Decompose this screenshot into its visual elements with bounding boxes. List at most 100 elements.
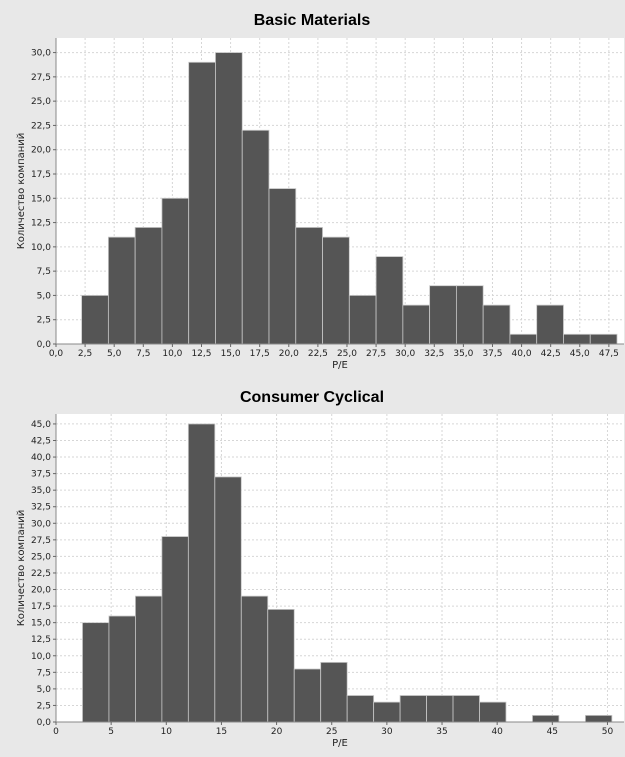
y-tick-label: 17,5 xyxy=(31,602,51,612)
y-tick-label: 27,5 xyxy=(31,73,51,83)
y-tick-label: 30,0 xyxy=(31,49,51,59)
histogram-bar xyxy=(241,129,270,345)
histogram-bar xyxy=(509,333,538,345)
y-tick-label: 15,0 xyxy=(31,194,51,204)
x-tick-label: 42,5 xyxy=(541,349,561,359)
y-tick-label: 2,5 xyxy=(37,316,51,326)
y-tick-label: 12,5 xyxy=(31,219,51,229)
y-tick-label: 20,0 xyxy=(31,146,51,156)
x-axis-label: P/E xyxy=(332,738,348,749)
histogram-bar xyxy=(215,52,243,345)
x-tick-label: 12,5 xyxy=(191,349,211,359)
histogram-bar xyxy=(268,188,297,345)
y-tick-label: 15,0 xyxy=(31,619,51,629)
y-tick-label: 32,5 xyxy=(31,503,51,513)
chart-title: Consumer Cyclical xyxy=(240,389,384,406)
bars xyxy=(82,423,613,723)
x-tick-label: 40 xyxy=(491,727,503,737)
x-tick-label: 50 xyxy=(602,727,614,737)
histogram-bar xyxy=(81,295,109,345)
x-tick-label: 0 xyxy=(53,727,59,737)
y-tick-label: 35,0 xyxy=(31,486,51,496)
histogram-bar xyxy=(135,595,163,723)
y-tick-label: 22,5 xyxy=(31,121,51,131)
chart-title: Basic Materials xyxy=(254,12,371,29)
y-tick-label: 17,5 xyxy=(31,170,51,180)
x-tick-label: 0,0 xyxy=(49,349,64,359)
x-tick-label: 2,5 xyxy=(78,349,92,359)
x-tick-label: 30,0 xyxy=(395,349,415,359)
x-tick-label: 15 xyxy=(216,727,227,737)
histogram-bar xyxy=(399,695,427,723)
x-tick-label: 20,0 xyxy=(279,349,299,359)
y-tick-label: 7,5 xyxy=(37,267,51,277)
histogram-bar xyxy=(482,304,511,345)
y-tick-label: 25,0 xyxy=(31,552,51,562)
y-tick-label: 0,0 xyxy=(37,718,52,728)
histogram-bar xyxy=(429,285,457,345)
y-axis-label: Количество компаний xyxy=(16,510,27,627)
x-tick-label: 45 xyxy=(547,727,558,737)
histogram-bar xyxy=(214,476,242,723)
axes: 0,0 2,5 5,0 7,5 10,0 12,5 15,0 17,5 20,0 22,5 25,0… xyxy=(31,38,624,359)
y-tick-label: 42,5 xyxy=(31,436,51,446)
histogram-bar xyxy=(267,608,295,723)
x-tick-label: 30 xyxy=(381,727,393,737)
x-tick-label: 10 xyxy=(161,727,173,737)
y-tick-label: 45,0 xyxy=(31,420,51,430)
y-tick-label: 10,0 xyxy=(31,243,51,253)
x-tick-label: 37,5 xyxy=(482,349,502,359)
x-tick-label: 25 xyxy=(326,727,337,737)
histogram-bar xyxy=(373,701,401,723)
histogram-bar xyxy=(455,285,484,345)
histogram-bar xyxy=(452,695,480,723)
chart-panel-consumer-cyclical: Consumer Cyclical 0,0 2,5 5,0 7,5 10,0 12,5 15… xyxy=(16,389,624,749)
y-tick-label: 25,0 xyxy=(31,97,51,107)
x-tick-label: 15,0 xyxy=(221,349,241,359)
x-tick-label: 47,5 xyxy=(599,349,619,359)
histogram-bar xyxy=(348,295,377,345)
histogram-bar xyxy=(295,227,323,345)
y-axis-label: Количество компаний xyxy=(16,133,27,250)
histogram-bar xyxy=(107,236,136,345)
histogram-bar xyxy=(293,668,322,723)
histogram-bar xyxy=(161,536,189,723)
y-tick-label: 10,0 xyxy=(31,652,51,662)
y-tick-label: 27,5 xyxy=(31,536,51,546)
y-tick-label: 40,0 xyxy=(31,453,51,463)
grid-lines xyxy=(55,414,624,723)
histogram-bar xyxy=(589,333,618,345)
x-tick-label: 27,5 xyxy=(366,349,386,359)
chart-panel-basic-materials: Basic Materials 0,0 2,5 5,0 7,5 10,0 12,5 15,0… xyxy=(16,12,624,371)
histogram-bar xyxy=(134,227,163,345)
x-tick-label: 10,0 xyxy=(162,349,182,359)
x-tick-label: 32,5 xyxy=(424,349,444,359)
x-tick-label: 20 xyxy=(271,727,283,737)
x-axis-label: P/E xyxy=(332,360,348,371)
histogram-bar xyxy=(375,256,404,345)
x-tick-label: 17,5 xyxy=(250,349,270,359)
histogram-bar xyxy=(584,714,613,723)
histogram-bar xyxy=(563,333,591,345)
histogram-bar xyxy=(426,695,454,723)
x-tick-label: 7,5 xyxy=(136,349,150,359)
histogram-bar xyxy=(536,304,564,345)
histogram-bar xyxy=(161,197,190,345)
histogram-bar xyxy=(346,695,375,723)
y-tick-label: 22,5 xyxy=(31,569,51,579)
histogram-bar xyxy=(108,615,136,723)
y-tick-label: 37,5 xyxy=(31,470,51,480)
histogram-bar xyxy=(532,714,560,723)
x-tick-label: 25,0 xyxy=(337,349,357,359)
y-tick-label: 7,5 xyxy=(37,668,51,678)
x-tick-label: 5,0 xyxy=(107,349,122,359)
x-tick-label: 35,0 xyxy=(453,349,473,359)
x-tick-label: 45,0 xyxy=(570,349,590,359)
y-tick-label: 5,0 xyxy=(37,685,52,695)
y-tick-label: 20,0 xyxy=(31,586,51,596)
y-tick-label: 2,5 xyxy=(37,701,51,711)
axes: 0,0 2,5 5,0 7,5 10,0 12,5 15,0 17,5 20,0 22,5 25,0… xyxy=(31,414,624,737)
y-tick-label: 30,0 xyxy=(31,519,51,529)
